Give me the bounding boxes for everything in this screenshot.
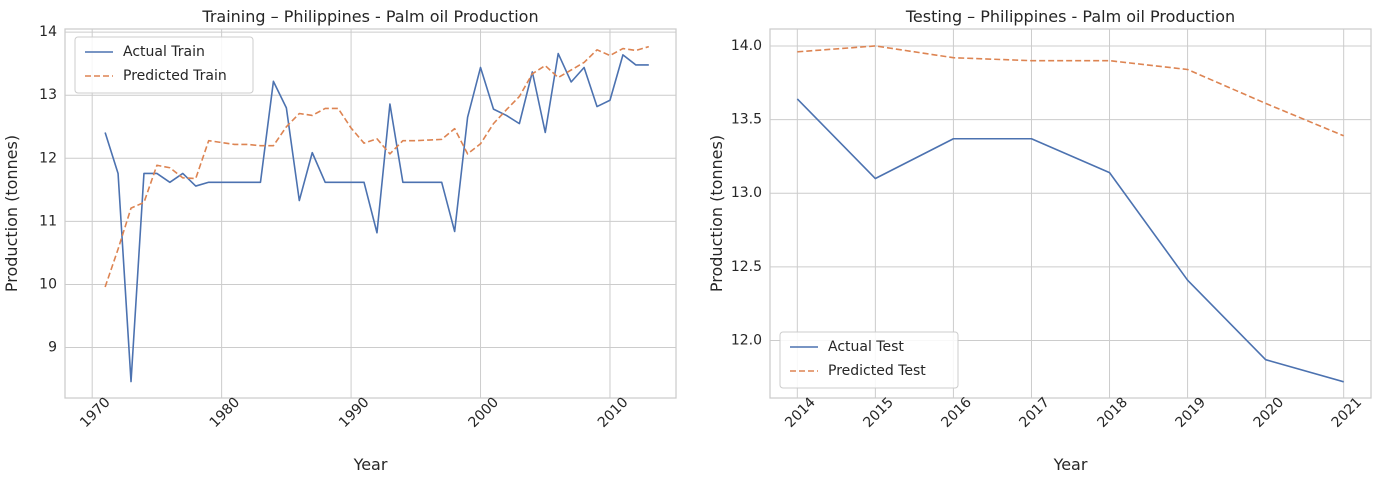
series-line-actual-test: [796, 98, 1344, 383]
x-tick-label: 2021: [1329, 394, 1366, 431]
plot-frame: [769, 28, 1372, 399]
legend-box: [779, 331, 959, 389]
series-line-predicted-test: [797, 45, 1344, 137]
y-tick-label: 11: [39, 213, 57, 229]
x-tick-label: 1970: [77, 394, 114, 431]
y-tick-label: 12.5: [731, 259, 762, 275]
series-line-predicted-train: [104, 45, 650, 288]
x-tick-label: 2017: [1016, 394, 1053, 431]
y-tick-label: 14: [39, 24, 57, 40]
y-tick-label: 13.0: [731, 185, 762, 201]
legend-label: Actual Train: [123, 44, 205, 60]
legend-box: [74, 36, 254, 94]
y-tick-label: 12: [39, 150, 57, 166]
x-tick-label: 2016: [938, 394, 975, 431]
legend-label: Predicted Train: [123, 68, 227, 84]
y-tick-label: 10: [39, 276, 57, 292]
y-tick-label: 13: [39, 87, 57, 103]
x-axis-label: Year: [353, 455, 388, 474]
legend-label: Predicted Test: [828, 363, 926, 379]
x-tick-label: 2015: [860, 394, 897, 431]
legend: Actual Test Predicted Test: [779, 331, 959, 389]
chart-title: Training – Philippines - Palm oil Produc…: [201, 7, 538, 26]
x-tick-label: 1990: [336, 394, 373, 431]
y-tick-label: 12.0: [731, 333, 762, 349]
x-tick-label: 2000: [466, 394, 503, 431]
chart-title: Testing – Philippines - Palm oil Product…: [905, 7, 1235, 26]
y-axis-label: Production (tonnes): [2, 135, 21, 292]
y-tick-label: 13.5: [731, 112, 762, 128]
legend: Actual Train Predicted Train: [74, 36, 254, 94]
y-axis-label: Production (tonnes): [707, 135, 726, 292]
y-tick-label: 9: [48, 340, 57, 356]
x-tick-label: 2020: [1251, 394, 1288, 431]
legend-label: Actual Test: [828, 339, 904, 355]
x-tick-label: 2014: [782, 394, 819, 431]
x-tick-label: 2010: [595, 394, 632, 431]
plot-frame: [64, 28, 677, 399]
x-axis-label: Year: [1053, 455, 1088, 474]
chart-panel-2: 2014 2015 2016 2017 2018 2019 2020 2021 12.0 12.5…: [707, 7, 1372, 474]
x-tick-label: 1980: [207, 394, 244, 431]
chart-panel-1: 1970 1980 1990 2000 2010 9 10 11 12 13 14 Training …: [2, 7, 677, 474]
x-tick-label: 2018: [1095, 394, 1132, 431]
series-line-actual-train: [104, 52, 649, 383]
y-tick-label: 14.0: [731, 38, 762, 54]
x-tick-label: 2019: [1173, 394, 1210, 431]
